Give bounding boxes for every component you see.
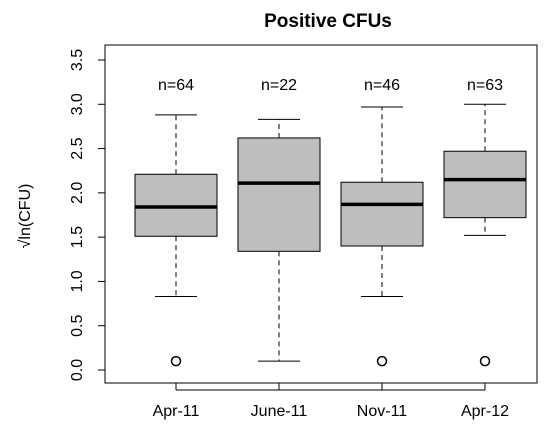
count-label: n=46	[364, 77, 400, 94]
chart-title: Positive CFUs	[264, 11, 392, 32]
y-tick-label: 0.5	[69, 314, 86, 336]
outlier	[479, 355, 491, 367]
y-tick-label: 2.5	[69, 137, 86, 159]
x-tick-label: Apr-12	[461, 403, 509, 420]
outlier	[170, 355, 182, 367]
x-tick-label: June-11	[251, 403, 308, 420]
y-tick-label: 2.0	[69, 182, 86, 204]
outlier	[376, 355, 388, 367]
box	[340, 181, 424, 247]
x-tick-label: Nov-11	[357, 403, 407, 420]
count-label: n=64	[158, 77, 194, 94]
y-tick-label: 0.0	[69, 359, 86, 381]
count-label: n=22	[261, 77, 297, 94]
y-tick-label: 3.5	[69, 49, 86, 71]
y-tick-label: 1.5	[69, 226, 86, 248]
plot-frame	[104, 44, 538, 384]
y-tick-label: 3.0	[69, 93, 86, 115]
y-tick-label: 1.0	[69, 270, 86, 292]
count-label: n=63	[467, 77, 503, 94]
x-tick-label: Apr-11	[153, 403, 200, 420]
box	[443, 150, 527, 219]
y-axis-label: √ln(CFU)	[17, 184, 34, 249]
box	[237, 137, 321, 252]
box	[134, 173, 218, 237]
